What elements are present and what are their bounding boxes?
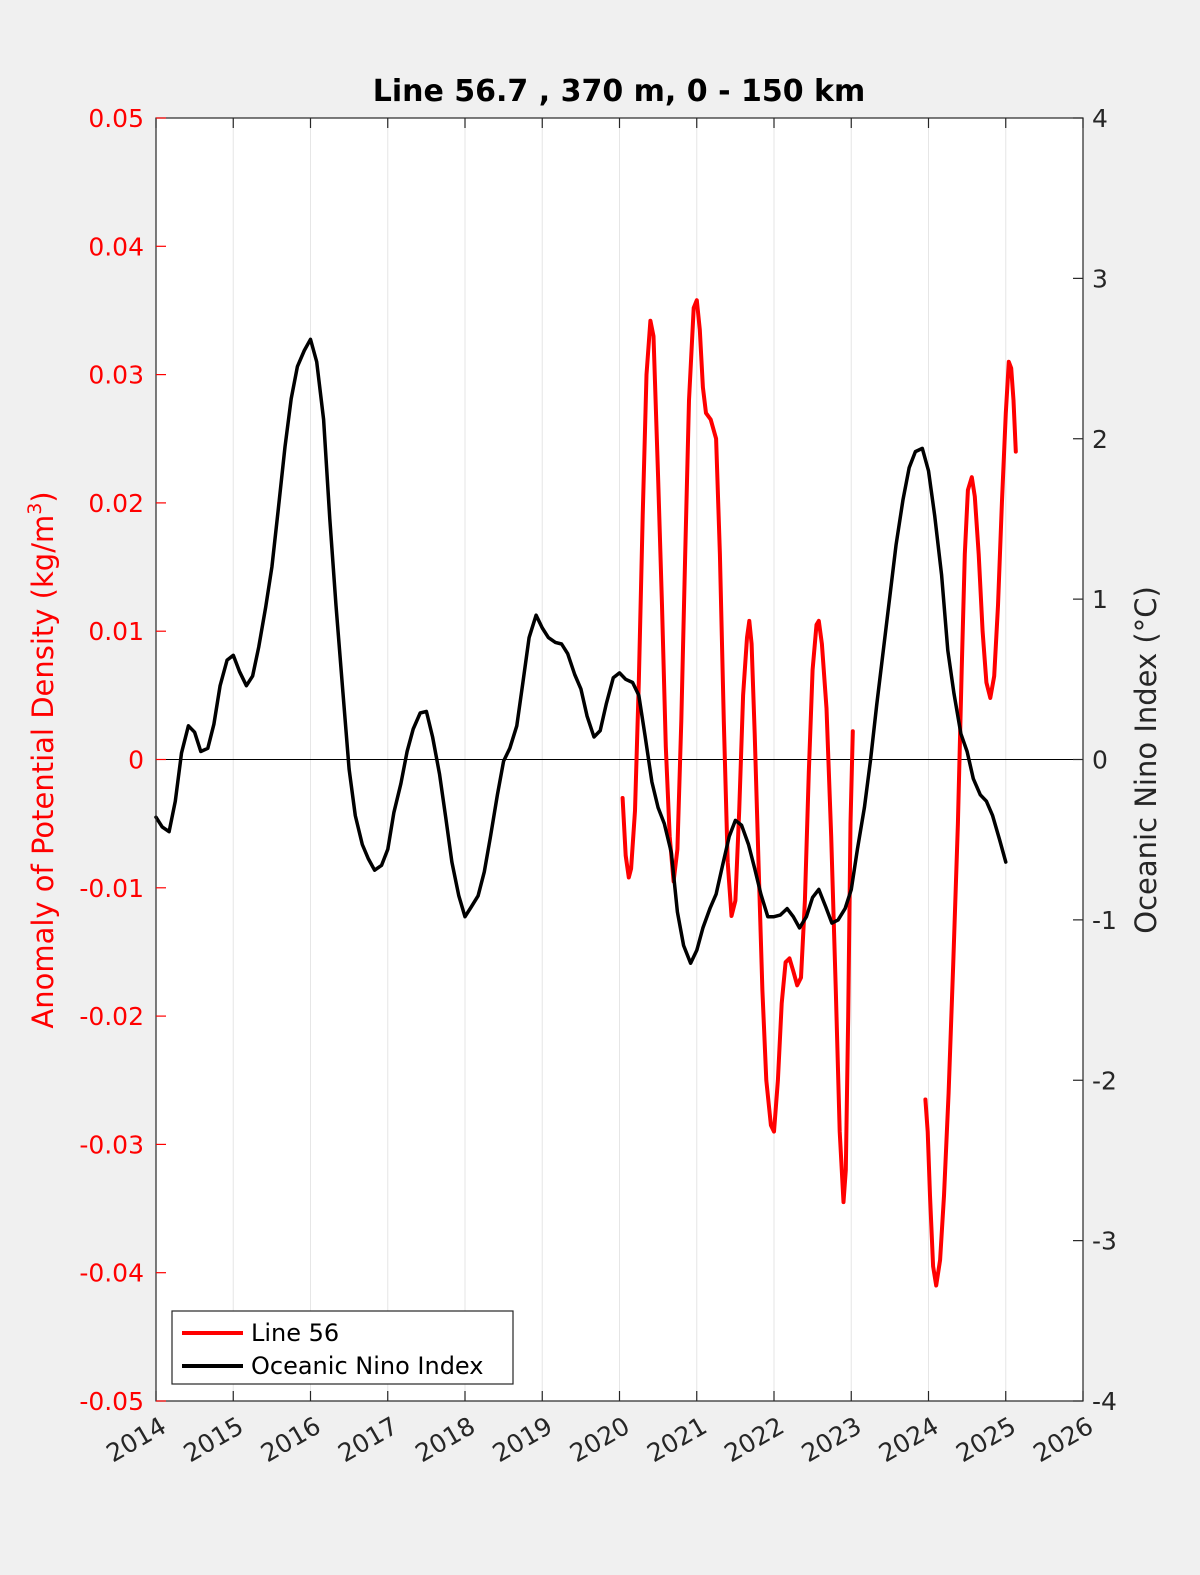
y-right-tick-label: 1 (1092, 585, 1108, 614)
y-right-tick-label: -3 (1092, 1227, 1117, 1256)
y-left-tick-label: 0 (128, 746, 144, 775)
y-right-tick-label: 0 (1092, 746, 1108, 775)
y-right-tick-label: -2 (1092, 1066, 1117, 1095)
legend-line56-label: Line 56 (251, 1319, 339, 1347)
y-right-tick-label: 2 (1092, 425, 1108, 454)
chart-title: Line 56.7 , 370 m, 0 - 150 km (373, 74, 866, 109)
y-right-tick-label: 3 (1092, 264, 1108, 293)
y-axis-right-label: Oceanic Nino Index (°C) (1129, 586, 1163, 934)
legend: Line 56 Oceanic Nino Index (171, 1310, 514, 1385)
y-left-tick-label: 0.05 (88, 104, 144, 133)
oni-series-line (154, 337, 1008, 965)
y-right-tick-label: -4 (1092, 1387, 1117, 1416)
y-axis-left-label: Anomaly of Potential Density (kg/m3) (24, 491, 60, 1028)
y-left-tick-label: -0.03 (79, 1130, 144, 1159)
y-right-tick-label: -1 (1092, 906, 1117, 935)
y-left-tick-label: -0.01 (79, 874, 144, 903)
line56-series-line (620, 298, 855, 1205)
y-left-tick-label: 0.01 (88, 617, 144, 646)
y-left-tick-label: 0.02 (88, 489, 144, 518)
y-right-tick-label: 4 (1092, 104, 1108, 133)
series-lines (154, 298, 1018, 1288)
y-left-tick-label: 0.03 (88, 361, 144, 390)
line56-series-line (923, 359, 1018, 1288)
y-left-tick-label: -0.02 (79, 1002, 144, 1031)
y-left-tick-label: -0.04 (79, 1259, 144, 1288)
legend-oni-label: Oceanic Nino Index (251, 1352, 483, 1380)
y-left-tick-label: -0.05 (79, 1387, 144, 1416)
legend-box (171, 1310, 514, 1385)
y-left-tick-label: 0.04 (88, 232, 144, 261)
